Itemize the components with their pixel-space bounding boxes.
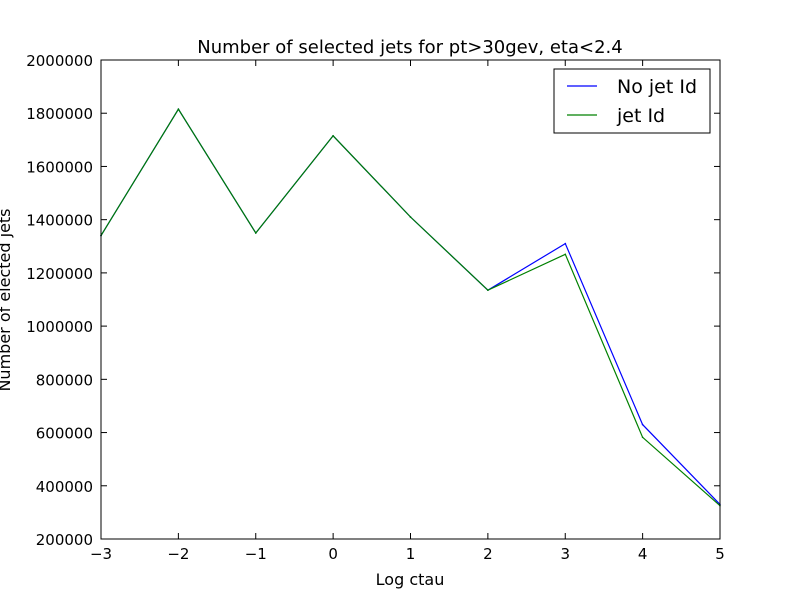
y-tick-label: 400000 <box>36 478 93 496</box>
x-tick-label: 2 <box>483 545 493 563</box>
data-point-1-5 <box>487 289 489 292</box>
legend-box <box>553 68 711 134</box>
x-tick-label: 3 <box>560 545 570 563</box>
x-tick-label: 0 <box>328 545 338 563</box>
y-axis-label: Number of elected jets <box>0 208 14 391</box>
axis-ticks <box>100 59 721 540</box>
chart-title: Number of selected jets for pt>30gev, et… <box>197 37 622 58</box>
x-tick-label: 5 <box>715 545 725 563</box>
data-point-0-6 <box>564 242 567 245</box>
legend-label-no-jet-id: No jet Id <box>617 76 697 98</box>
plot-series <box>100 108 721 507</box>
data-point-1-3 <box>332 135 334 137</box>
y-tick-label: 800000 <box>36 371 93 389</box>
data-point-1-7 <box>641 436 644 439</box>
x-tick-label: 4 <box>638 545 648 563</box>
legend-label-jet-id: jet Id <box>616 105 665 127</box>
y-tick-label: 2000000 <box>26 52 93 70</box>
y-tick-label: 1400000 <box>26 212 93 230</box>
x-tick-label: −3 <box>90 545 112 563</box>
y-tick-label: 1200000 <box>26 265 93 283</box>
y-tick-label: 1000000 <box>26 318 93 336</box>
data-point-1-1 <box>177 108 180 110</box>
y-tick-label: 1600000 <box>26 158 93 176</box>
tick-labels: −3 −2 −1 0 1 2 3 4 5 200000 400000 600000 800000 1000… <box>26 52 725 563</box>
x-tick-label: −1 <box>245 545 267 563</box>
data-point-1-2 <box>255 232 257 234</box>
x-tick-label: 1 <box>406 545 416 563</box>
data-point-1-4 <box>409 216 412 218</box>
y-tick-label: 600000 <box>36 425 93 443</box>
legend: No jet Id jet Id <box>553 68 711 134</box>
y-tick-label: 200000 <box>36 531 93 549</box>
x-tick-label: −2 <box>167 545 189 563</box>
x-axis-label: Log ctau <box>376 570 445 589</box>
data-point-0-7 <box>641 423 644 426</box>
data-point-1-6 <box>564 253 567 256</box>
y-tick-label: 1800000 <box>26 105 93 123</box>
